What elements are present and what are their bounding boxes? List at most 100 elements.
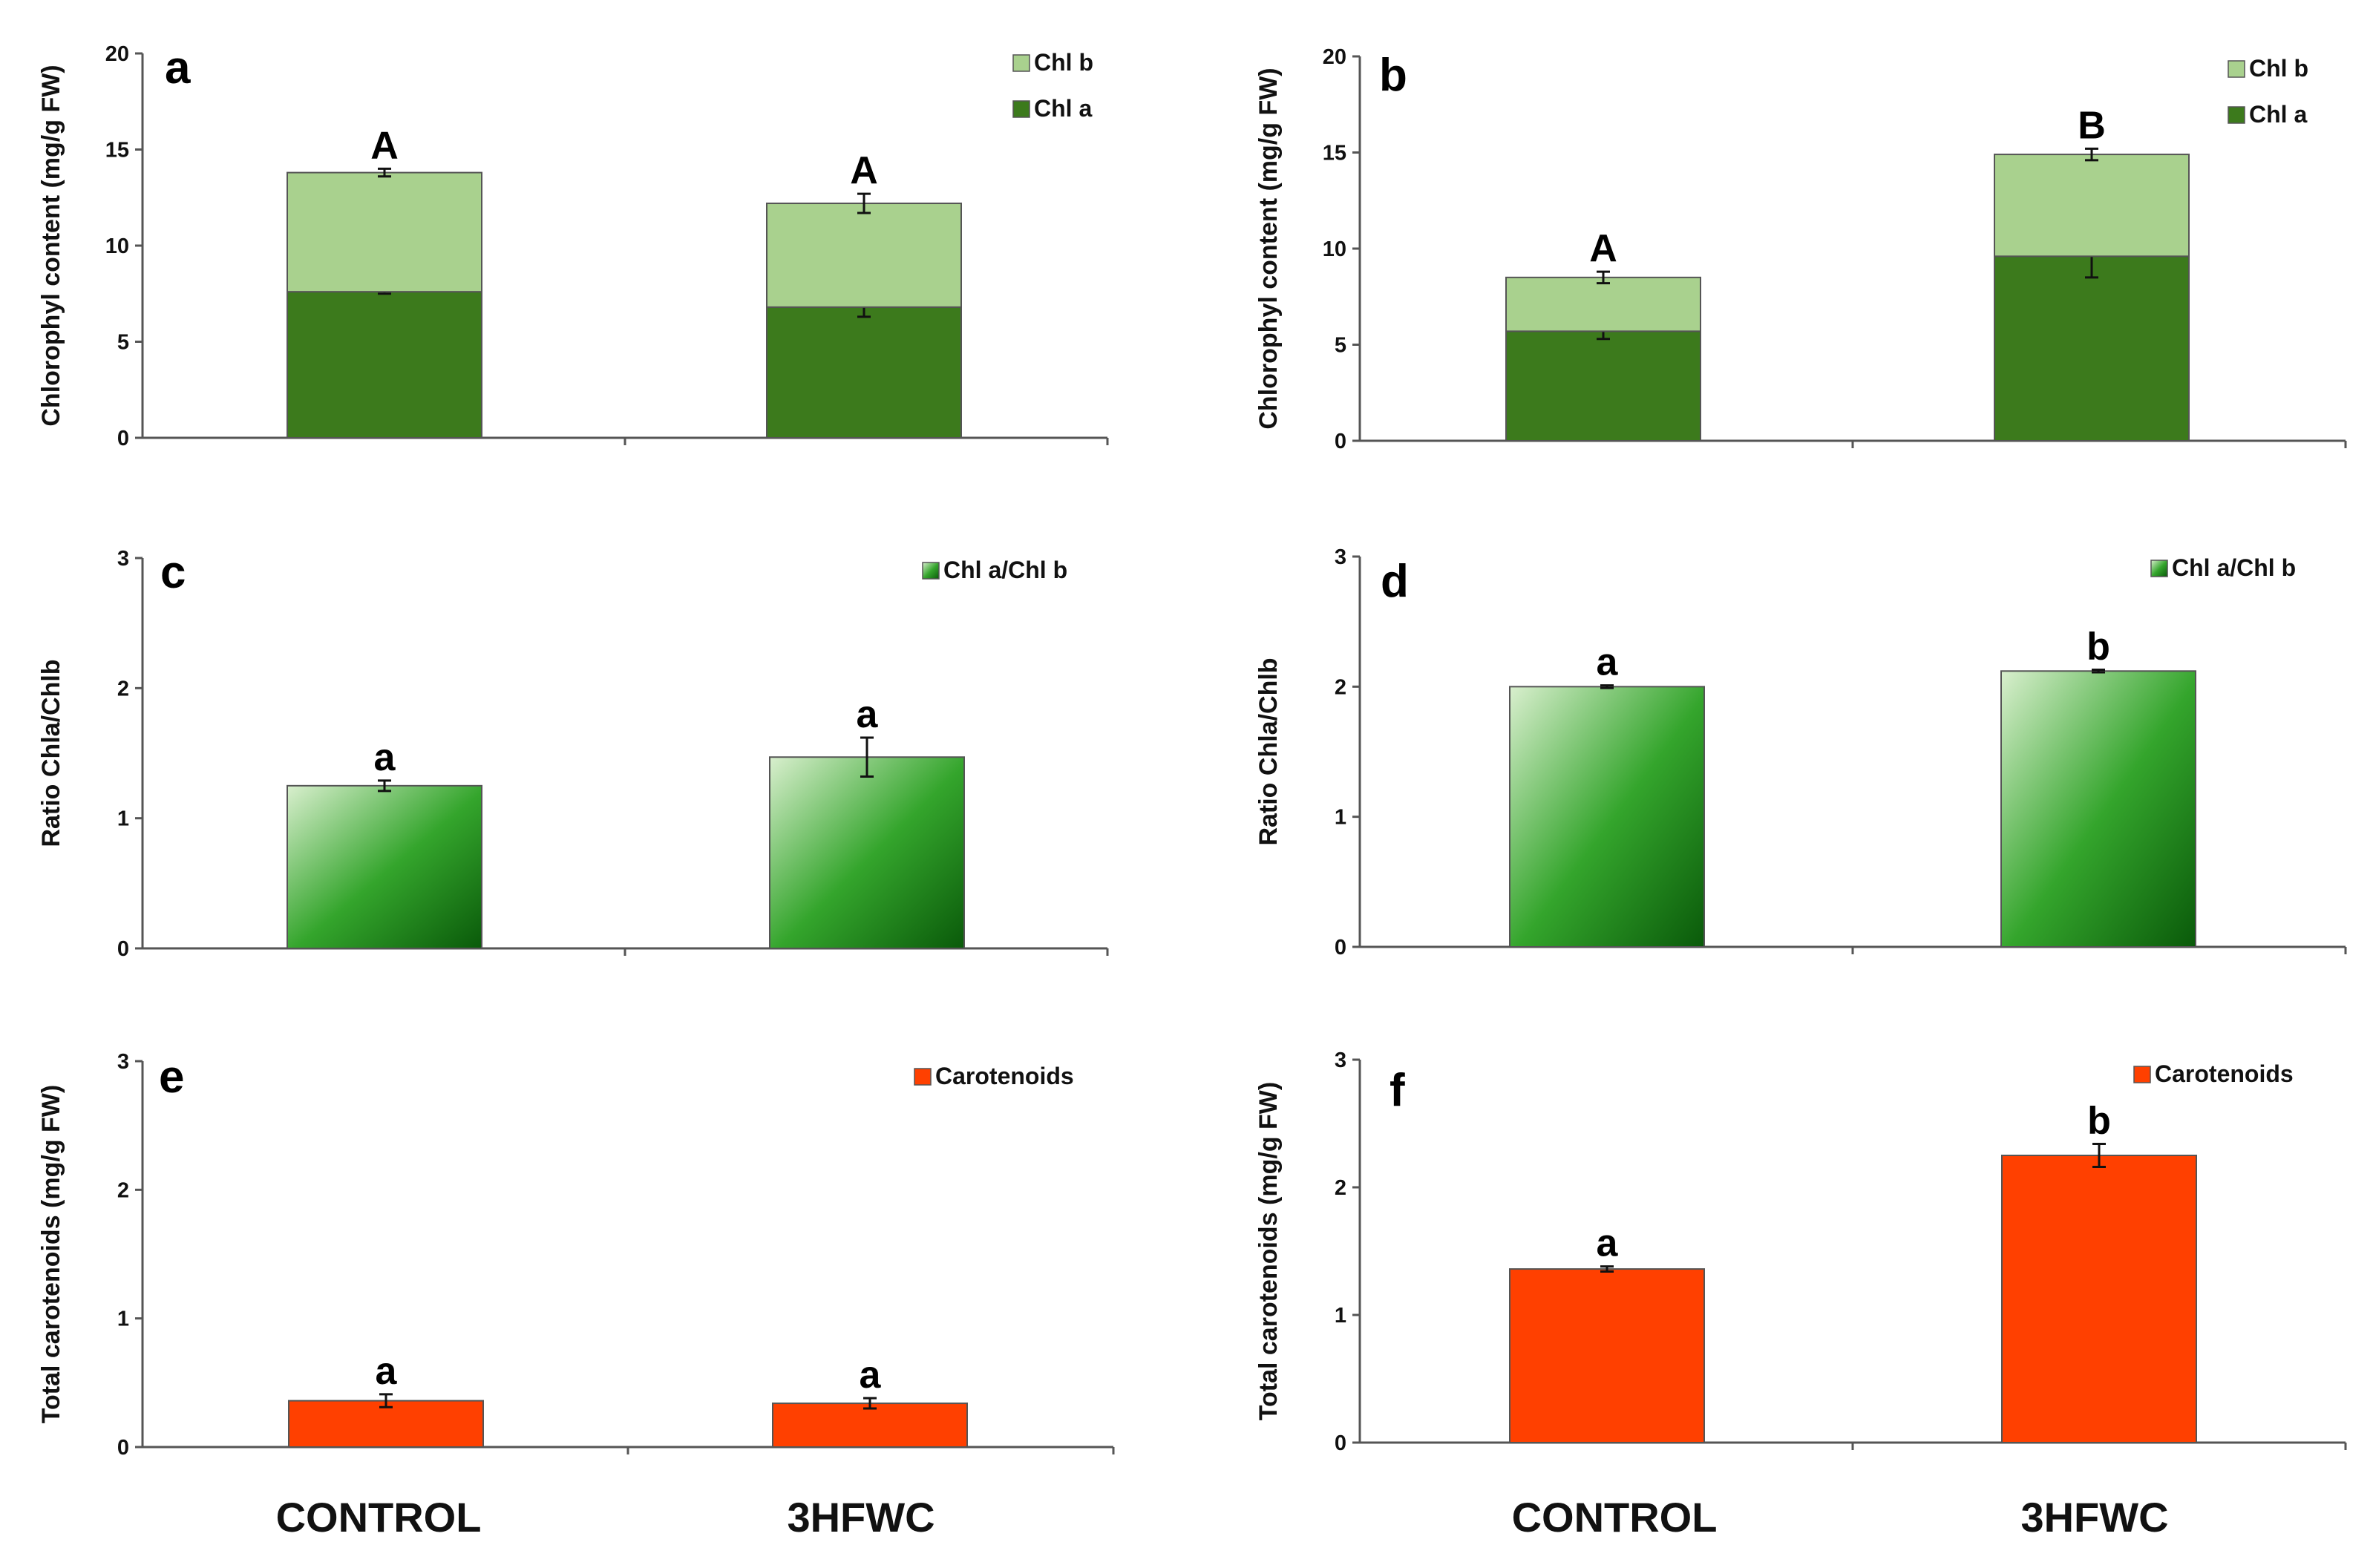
bar-d-chl-a-chl-b-control [1509, 686, 1705, 948]
panel-letter-b: b [1379, 50, 1407, 101]
bar-b-chl-a-control [1505, 330, 1701, 442]
y-tick-label-e: 3 [117, 1050, 129, 1074]
significance-label-f: b [2087, 1100, 2111, 1143]
legend-label-a: Chl b [1034, 49, 1093, 76]
significance-label-a: A [850, 149, 878, 192]
legend-swatch-e [914, 1068, 932, 1086]
error-bar-f-3hfwc [2092, 1143, 2106, 1168]
significance-label-e: a [376, 1350, 398, 1393]
y-tick-label-b: 20 [1323, 45, 1346, 69]
legend-label-b: Chl b [2249, 55, 2308, 82]
y-axis-label-b: Chlorophyl content (mg/g FW) [1254, 68, 1283, 429]
y-tick-label-d: 0 [1335, 936, 1346, 960]
y-tick-label-d: 3 [1335, 545, 1346, 569]
y-tick-label-f: 0 [1335, 1431, 1346, 1455]
y-tick-label-c: 2 [117, 677, 129, 701]
legend-label-b: Chl a [2249, 101, 2307, 128]
y-tick-label-a: 5 [117, 331, 129, 355]
y-tick-label-d: 1 [1335, 806, 1346, 830]
x-category-label-left-control: CONTROL [275, 1494, 482, 1541]
y-tick-label-c: 1 [117, 807, 129, 831]
panel-letter-d: d [1381, 556, 1409, 607]
legend-label-c: Chl a/Chl b [943, 557, 1067, 583]
y-tick-label-b: 5 [1335, 334, 1346, 358]
y-tick-label-e: 0 [117, 1436, 129, 1460]
significance-label-d: a [1597, 641, 1619, 684]
bar-b-chl-b-control [1505, 276, 1701, 332]
bar-b-chl-b-3hfwc [1994, 154, 2190, 257]
error-bar-e-3hfwc [863, 1397, 877, 1410]
error-bar-a-3hfwc [857, 192, 871, 214]
y-tick-label-e: 2 [117, 1178, 129, 1202]
error-bar-b-3hfwc [2085, 147, 2098, 162]
y-tick-label-c: 3 [117, 547, 129, 571]
bar-f-carotenoids-control [1509, 1268, 1705, 1443]
bar-a-chl-a-3hfwc [766, 306, 962, 439]
panel-letter-a: a [165, 42, 191, 94]
bar-f-carotenoids-3hfwc [2001, 1155, 2197, 1443]
y-axis-label-c: Ratio Chla/Chlb [37, 659, 65, 847]
legend-label-f: Carotenoids [2155, 1060, 2294, 1087]
significance-label-c: a [857, 693, 879, 736]
y-tick-label-c: 0 [117, 937, 129, 961]
error-bar-e-control [379, 1393, 393, 1408]
bar-a-chl-b-3hfwc [766, 203, 962, 308]
legend-swatch-a [1012, 54, 1030, 72]
significance-label-f: a [1597, 1222, 1619, 1265]
significance-label-b: A [1589, 227, 1617, 270]
significance-label-b: B [2078, 104, 2106, 147]
error-bar-d-3hfwc [2092, 669, 2105, 674]
y-tick-label-d: 2 [1335, 675, 1346, 699]
error-bar-a-control [378, 167, 391, 178]
x-category-label-right-3hfwc: 3HFWC [2020, 1494, 2169, 1541]
bar-e-carotenoids-3hfwc [772, 1403, 968, 1448]
panel-letter-c: c [160, 547, 186, 598]
bar-a-chl-b-control [287, 171, 482, 293]
panel-letter-e: e [159, 1052, 184, 1103]
legend-swatch-f [2133, 1066, 2151, 1083]
significance-label-a: A [370, 124, 399, 167]
error-bar-b-control [1597, 270, 1610, 285]
legend-swatch-b [2228, 60, 2245, 78]
legend-label-e: Carotenoids [935, 1063, 1074, 1089]
bar-d-chl-a-chl-b-3hfwc [2000, 670, 2196, 948]
y-tick-label-a: 10 [105, 234, 129, 258]
error-bar-d-control [1600, 684, 1614, 689]
y-axis-label-d: Ratio Chla/Chlb [1254, 657, 1283, 845]
error-bar-f-control [1600, 1265, 1614, 1273]
bar-a-chl-a-control [287, 291, 482, 439]
y-tick-label-a: 0 [117, 427, 129, 450]
panel-letter-f: f [1390, 1065, 1405, 1116]
y-axis-label-f: Total carotenoids (mg/g FW) [1254, 1082, 1283, 1420]
y-tick-label-b: 15 [1323, 142, 1346, 165]
bar-e-carotenoids-control [288, 1400, 484, 1448]
y-tick-label-f: 1 [1335, 1304, 1346, 1328]
bar-c-chl-a-chl-b-3hfwc [769, 756, 965, 949]
y-tick-label-a: 15 [105, 139, 129, 163]
y-axis-label-e: Total carotenoids (mg/g FW) [37, 1085, 65, 1423]
significance-label-d: b [2086, 626, 2110, 669]
x-category-label-right-control: CONTROL [1511, 1494, 1718, 1541]
x-category-label-left-3hfwc: 3HFWC [787, 1494, 935, 1541]
legend-swatch-d [2150, 560, 2168, 577]
y-tick-label-e: 1 [117, 1308, 129, 1331]
legend-swatch-c [922, 562, 940, 580]
y-tick-label-b: 10 [1323, 237, 1346, 261]
legend-swatch-b [2228, 106, 2245, 124]
legend-swatch-a [1012, 100, 1030, 118]
legend-label-a: Chl a [1034, 95, 1092, 122]
error-bar-c-control [378, 779, 391, 793]
error-bar-c-3hfwc [860, 736, 874, 778]
y-tick-label-f: 2 [1335, 1176, 1346, 1200]
y-axis-label-a: Chlorophyl content (mg/g FW) [37, 65, 65, 426]
y-tick-label-a: 20 [105, 42, 129, 66]
significance-label-c: a [374, 736, 396, 779]
significance-label-e: a [860, 1354, 882, 1397]
y-tick-label-f: 3 [1335, 1049, 1346, 1072]
y-tick-label-b: 0 [1335, 430, 1346, 453]
